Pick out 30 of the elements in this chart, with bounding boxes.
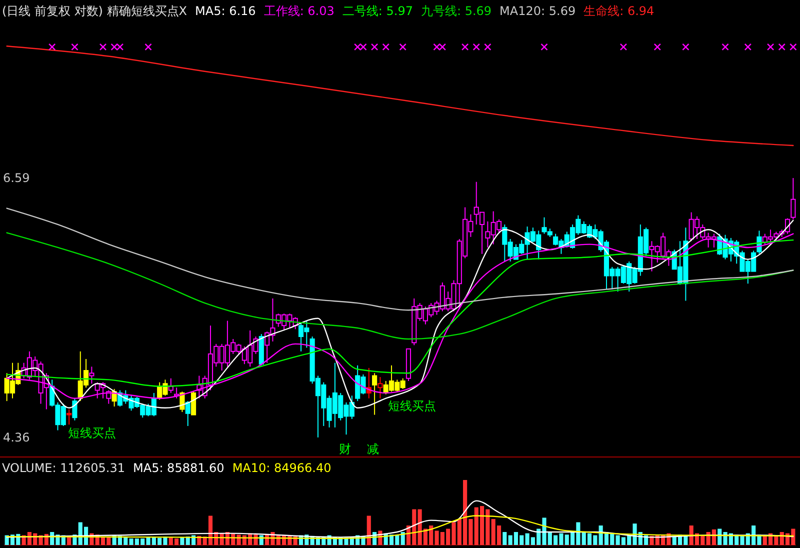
chart-title: (日线 前复权 对数) 精确短线买点X (2, 4, 188, 18)
text: MA10: 84966.40 (232, 461, 332, 475)
annotation: 短线买点 (388, 399, 436, 413)
annotation: 财 (339, 442, 351, 456)
line-series (6, 208, 794, 311)
candlestick (66, 408, 72, 426)
text: MA120: 5.69 (500, 4, 576, 18)
line-series (6, 232, 794, 340)
bar (366, 516, 371, 545)
text: 九号线: 5.69 (420, 4, 492, 18)
y-tick-label: 4.36 (3, 430, 30, 444)
candlestick (190, 391, 196, 416)
annotation: 短线买点 (68, 426, 116, 440)
candlestick (89, 366, 94, 384)
candlestick (72, 398, 78, 421)
candlestick (790, 178, 796, 220)
candlestick (378, 376, 383, 399)
text: 工作线: 6.03 (264, 4, 334, 18)
annotation: 减 (367, 442, 379, 456)
bar (502, 532, 507, 545)
chart-title: VOLUME: 112605.31 (2, 461, 125, 475)
text: MA5: 85881.60 (133, 461, 224, 475)
line-series (6, 46, 794, 146)
candlestick (168, 378, 174, 394)
text: 二号线: 5.97 (342, 4, 413, 18)
text: MA5: 6.16 (195, 4, 256, 18)
candlestick (185, 400, 190, 427)
y-tick-label: 6.59 (3, 171, 30, 186)
candlestick (372, 372, 378, 416)
text: 生命线: 6.94 (584, 4, 654, 18)
